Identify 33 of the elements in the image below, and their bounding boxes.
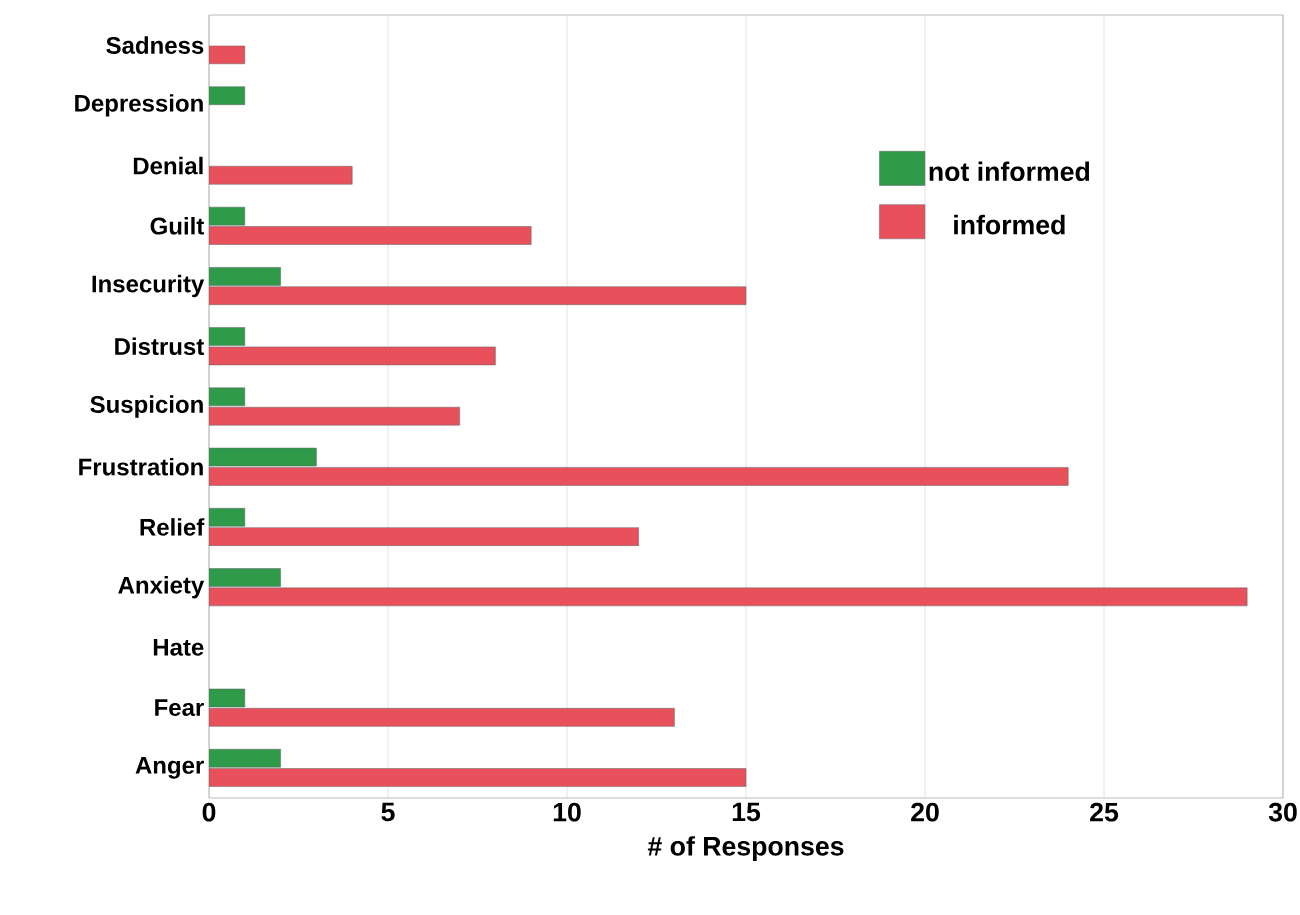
bar xyxy=(209,86,246,105)
y-tick-label: Depression xyxy=(75,94,203,117)
y-tick-label: Suspicion xyxy=(90,395,203,418)
y-tick-label: Frustration xyxy=(79,457,203,476)
y-tick-label: Relief xyxy=(140,518,205,536)
bar xyxy=(209,406,460,426)
legend-label: not informed xyxy=(929,161,1090,182)
bar xyxy=(209,768,747,787)
y-tick-label: Distrust xyxy=(115,337,204,356)
y-tick-label: Anxiety xyxy=(118,576,205,599)
bar xyxy=(209,527,639,546)
x-tick-label: 25 xyxy=(1090,802,1119,822)
y-tick-label: Denial xyxy=(133,156,203,175)
y-tick-label: Fear xyxy=(155,699,204,717)
y-tick-label: Sadness xyxy=(106,36,204,54)
bar xyxy=(209,467,1069,486)
bar xyxy=(209,226,532,245)
x-tick-label: 15 xyxy=(732,802,761,822)
x-tick-label: 10 xyxy=(553,802,581,822)
y-tick-label: Insecurity xyxy=(92,274,205,298)
x-tick-label: 0 xyxy=(202,802,216,822)
bar xyxy=(209,45,246,65)
y-tick-label: Guilt xyxy=(150,216,205,235)
bar xyxy=(209,165,353,185)
y-tick-label: Hate xyxy=(153,639,204,656)
x-axis-title: # of Responses xyxy=(647,836,844,861)
x-tick-label: 5 xyxy=(381,802,395,822)
x-tick-label: 20 xyxy=(911,802,939,822)
bar xyxy=(209,708,675,727)
legend-label: informed xyxy=(954,214,1065,235)
x-tick-label: 30 xyxy=(1268,802,1297,822)
y-tick-label: Anger xyxy=(135,757,204,779)
bar xyxy=(209,286,747,305)
